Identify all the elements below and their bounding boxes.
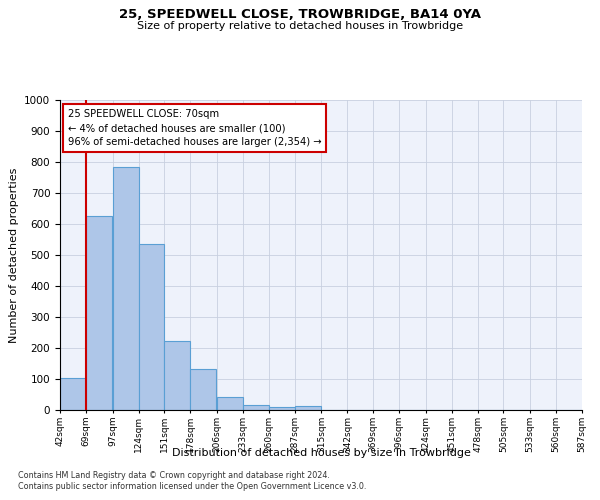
Text: Contains HM Land Registry data © Crown copyright and database right 2024.: Contains HM Land Registry data © Crown c… (18, 471, 330, 480)
Text: Contains public sector information licensed under the Open Government Licence v3: Contains public sector information licen… (18, 482, 367, 491)
Y-axis label: Number of detached properties: Number of detached properties (8, 168, 19, 342)
Bar (139, 244, 164, 410)
Bar (164, 341, 190, 410)
Text: 25 SPEEDWELL CLOSE: 70sqm
← 4% of detached houses are smaller (100)
96% of semi-: 25 SPEEDWELL CLOSE: 70sqm ← 4% of detach… (68, 110, 322, 148)
Bar (113, 166, 139, 410)
Text: Size of property relative to detached houses in Trowbridge: Size of property relative to detached ho… (137, 21, 463, 31)
Bar (295, 406, 320, 410)
Bar (86, 216, 112, 410)
Bar (190, 369, 216, 410)
Bar (217, 397, 243, 410)
Bar (243, 404, 269, 410)
Text: 25, SPEEDWELL CLOSE, TROWBRIDGE, BA14 0YA: 25, SPEEDWELL CLOSE, TROWBRIDGE, BA14 0Y… (119, 8, 481, 20)
Bar (269, 407, 295, 410)
Text: Distribution of detached houses by size in Trowbridge: Distribution of detached houses by size … (172, 448, 470, 458)
Bar (60, 378, 86, 410)
